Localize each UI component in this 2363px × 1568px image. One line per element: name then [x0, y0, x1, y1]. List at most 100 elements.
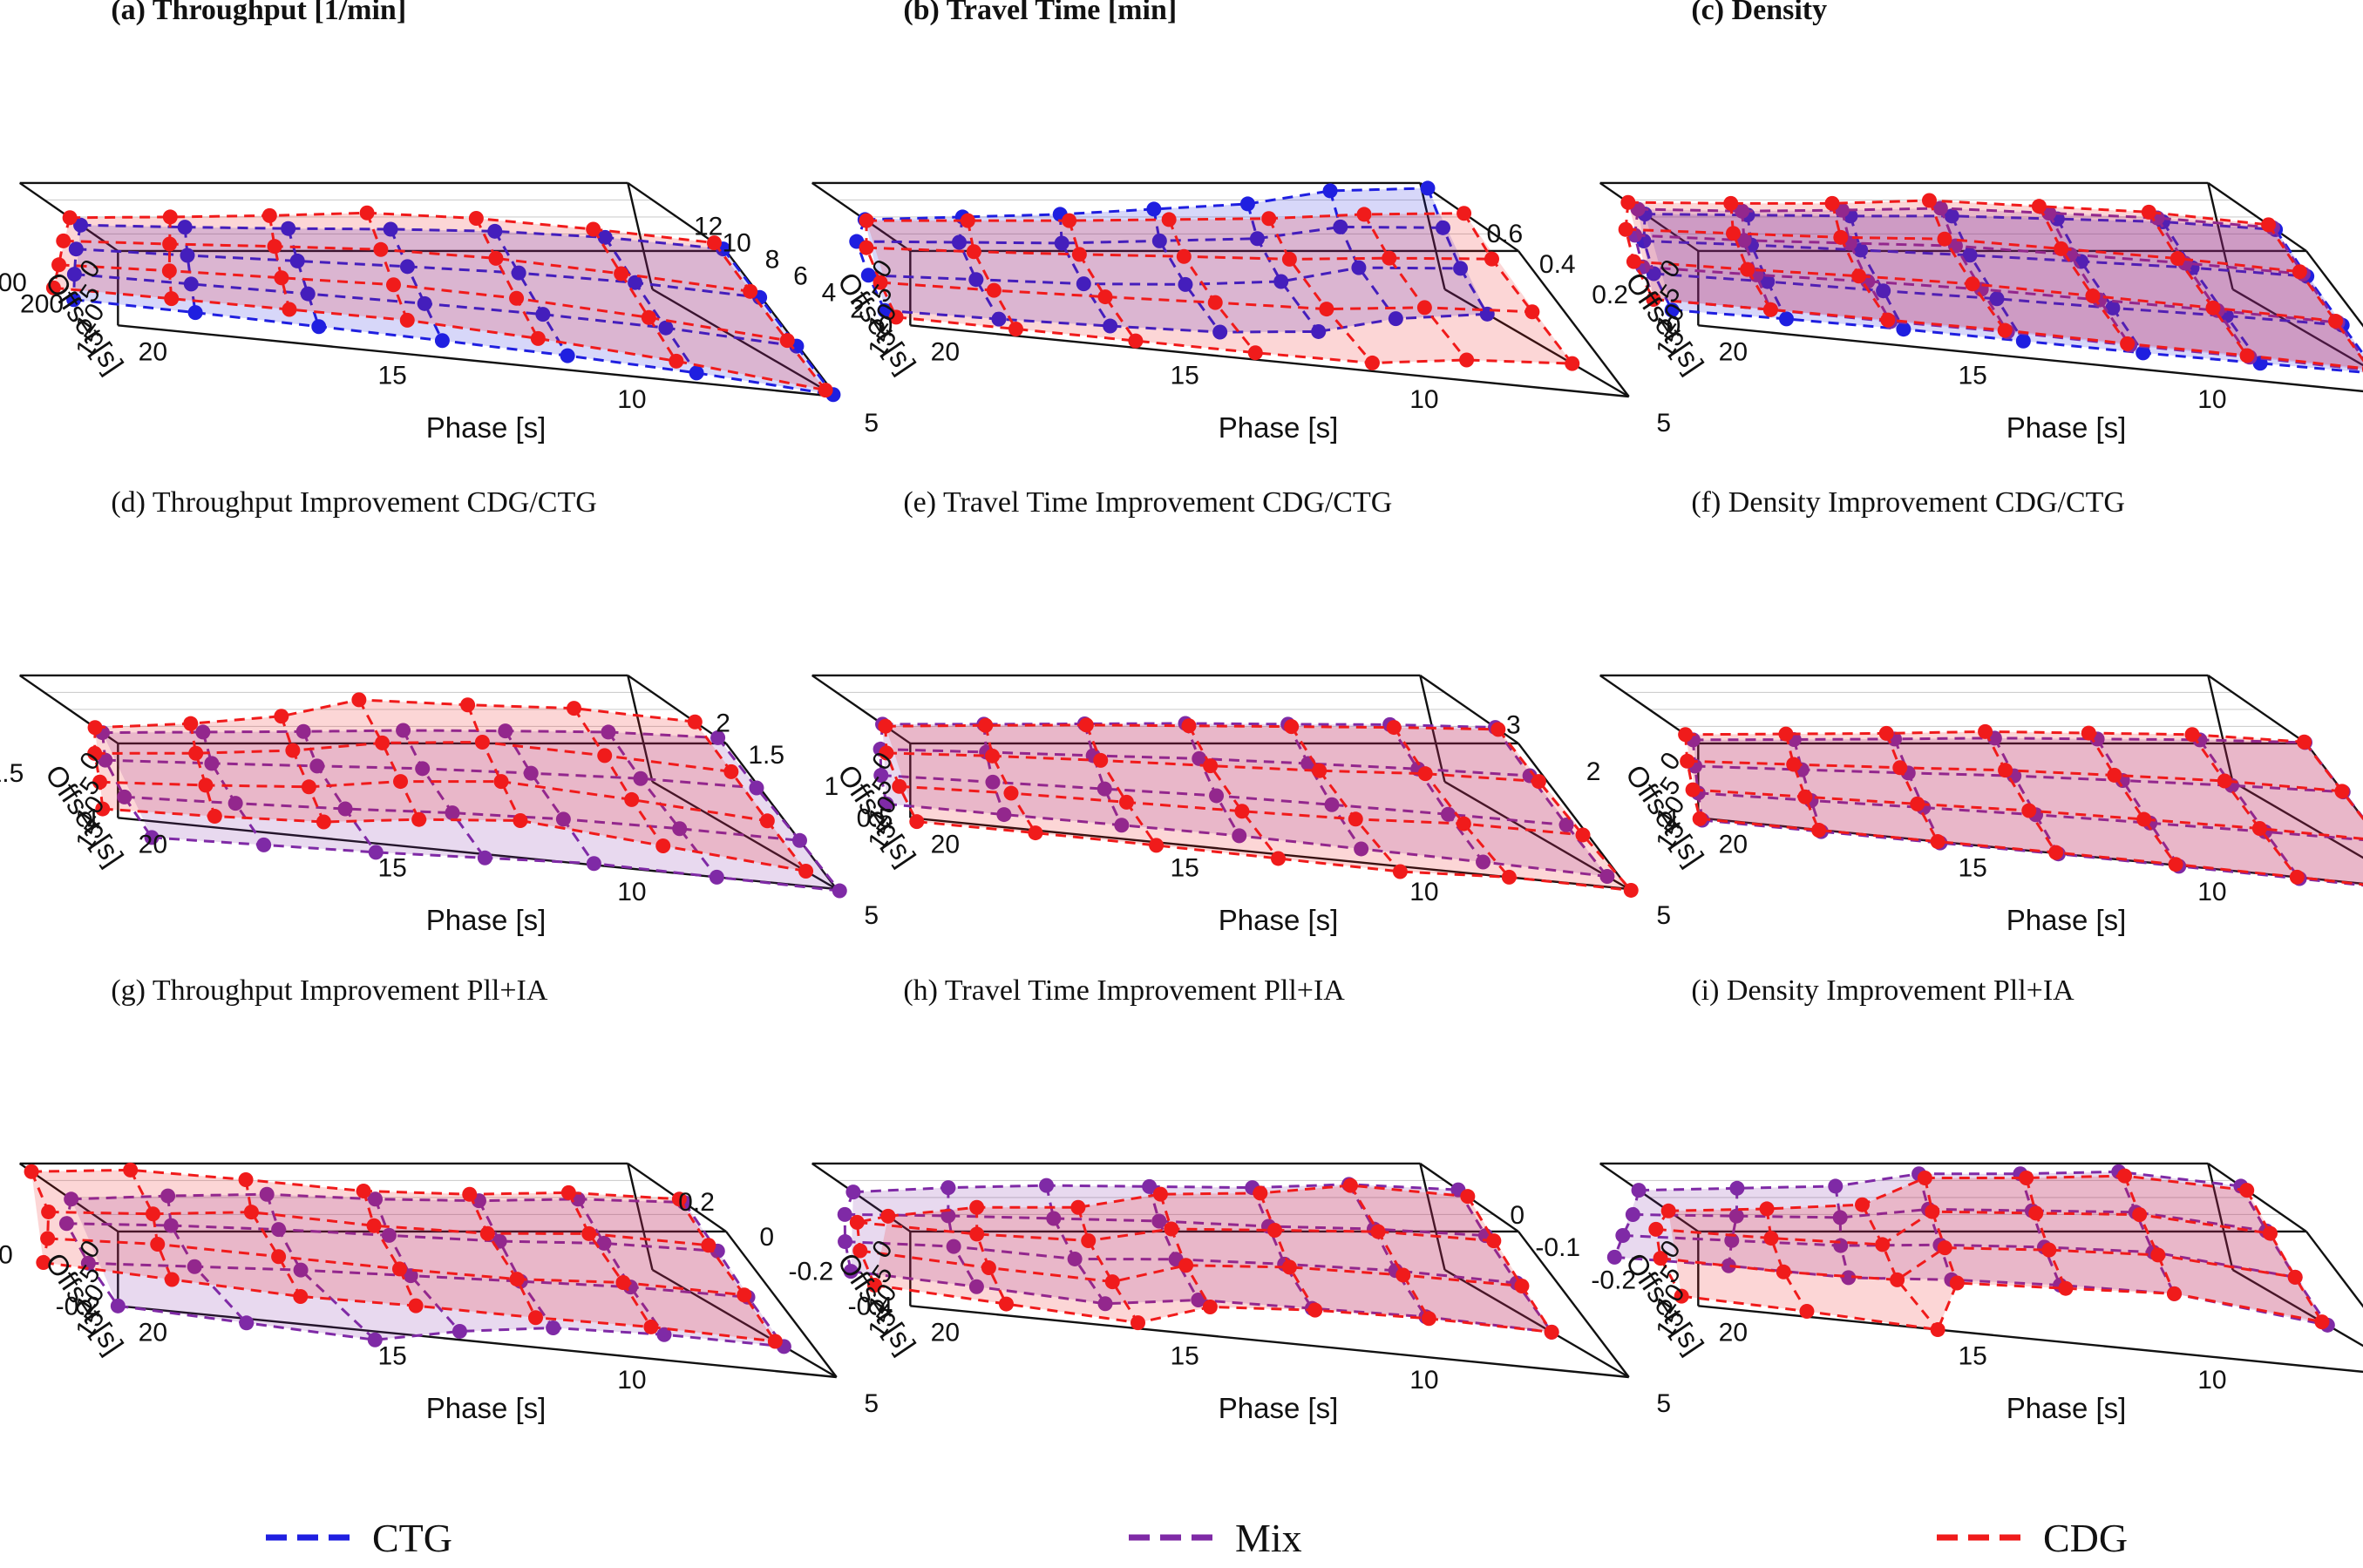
data-point	[1799, 1303, 1815, 1319]
data-point	[1484, 251, 1499, 267]
data-point	[832, 883, 847, 899]
data-point	[293, 1262, 309, 1278]
surface-patch	[865, 187, 1488, 333]
x-tick-label: 20	[1719, 337, 1748, 366]
chart-title: (f) Density Improvement CDG/CTG	[1691, 486, 2125, 519]
x-tick-label: 20	[139, 1318, 167, 1347]
data-point	[528, 1310, 544, 1326]
data-point	[66, 267, 82, 282]
z-tick-label: 3	[1506, 710, 1521, 739]
series-line	[201, 731, 265, 846]
surface-patch	[53, 213, 826, 390]
series-line	[1466, 1195, 1553, 1334]
data-point	[1878, 725, 1894, 741]
data-point	[2048, 845, 2064, 860]
data-point	[2041, 1242, 2057, 1258]
data-point	[1786, 757, 1802, 772]
data-point	[643, 1319, 659, 1334]
data-point	[1212, 324, 1228, 340]
chart-title: (c) Density	[1691, 0, 1827, 26]
data-point	[1978, 723, 1993, 739]
data-point	[1178, 276, 1193, 292]
data-point	[1312, 763, 1327, 778]
data-point	[445, 805, 460, 821]
x-tick-label: 15	[377, 362, 406, 390]
data-point	[282, 302, 297, 317]
data-point	[2105, 300, 2121, 316]
data-point	[581, 1225, 597, 1241]
data-point	[880, 1208, 896, 1224]
data-point	[2141, 204, 2156, 220]
data-point	[2132, 1207, 2148, 1223]
data-point	[415, 761, 431, 777]
data-point	[1930, 834, 1945, 850]
data-point	[1128, 333, 1144, 349]
z-tick-label: -0.4	[848, 1292, 893, 1320]
data-point	[2261, 217, 2277, 233]
series-line	[682, 1201, 785, 1347]
data-point	[888, 309, 904, 325]
series-line	[2025, 1178, 2068, 1289]
data-point	[1620, 194, 1636, 210]
data-point	[1876, 283, 1891, 299]
data-point	[1270, 851, 1286, 866]
data-point	[58, 1216, 74, 1232]
data-point	[468, 210, 484, 226]
data-point	[1779, 311, 1795, 327]
z-tick-label: -0.1	[1535, 1233, 1580, 1262]
series-line	[713, 241, 827, 391]
data-point	[1531, 774, 1546, 790]
data-point	[1824, 195, 1840, 211]
series-line	[1633, 208, 1655, 300]
data-point	[1937, 231, 1952, 247]
axis-box-edge	[1698, 1305, 2363, 1374]
data-point	[289, 253, 305, 268]
data-point	[337, 801, 353, 817]
data-point	[1239, 196, 1255, 212]
series-cdg	[1618, 193, 2363, 373]
data-point	[1811, 822, 1827, 838]
data-point	[2019, 1170, 2034, 1185]
data-point	[359, 205, 375, 221]
data-point	[396, 723, 411, 738]
data-point	[183, 716, 199, 731]
data-point	[1797, 789, 1813, 804]
data-point	[1152, 1186, 1168, 1202]
series-cdg	[45, 205, 833, 398]
data-point	[1646, 291, 1661, 307]
data-point	[488, 250, 504, 266]
data-point	[2150, 1247, 2166, 1263]
data-point	[1436, 220, 1451, 235]
data-point	[1674, 1288, 1689, 1304]
data-point	[293, 1288, 309, 1304]
data-point	[145, 1206, 160, 1222]
data-point	[940, 1208, 956, 1224]
data-point	[198, 777, 214, 793]
surface-patch	[1638, 207, 2363, 370]
z-tick-label: 10	[722, 229, 750, 258]
series-line	[2047, 212, 2131, 346]
data-point	[1070, 1199, 1086, 1215]
data-point	[195, 724, 211, 740]
series-line	[374, 1198, 461, 1333]
data-point	[2031, 199, 2047, 214]
series-line	[1290, 725, 1402, 872]
data-point	[1146, 201, 1162, 217]
x-tick-label: 20	[931, 337, 960, 366]
y-tick-label: 0	[1654, 747, 1687, 776]
x-tick-label: 15	[1170, 362, 1198, 390]
legend-label: Mix	[1235, 1516, 1302, 1560]
panel-h: (h) Travel Time Improvement Pll+IA -0.4 -0…	[678, 974, 1671, 1424]
data-point	[1998, 763, 2013, 778]
series-line	[1389, 723, 1484, 863]
data-point	[1191, 1293, 1206, 1308]
data-point	[1067, 1251, 1083, 1266]
data-point	[24, 1164, 39, 1179]
data-point	[873, 768, 889, 784]
data-point	[160, 1188, 176, 1204]
series-line	[265, 1193, 377, 1341]
series-line	[280, 716, 325, 823]
data-point	[1104, 1274, 1120, 1290]
data-point	[1728, 1208, 1744, 1224]
z-tick-label: 0.6	[1487, 220, 1524, 248]
